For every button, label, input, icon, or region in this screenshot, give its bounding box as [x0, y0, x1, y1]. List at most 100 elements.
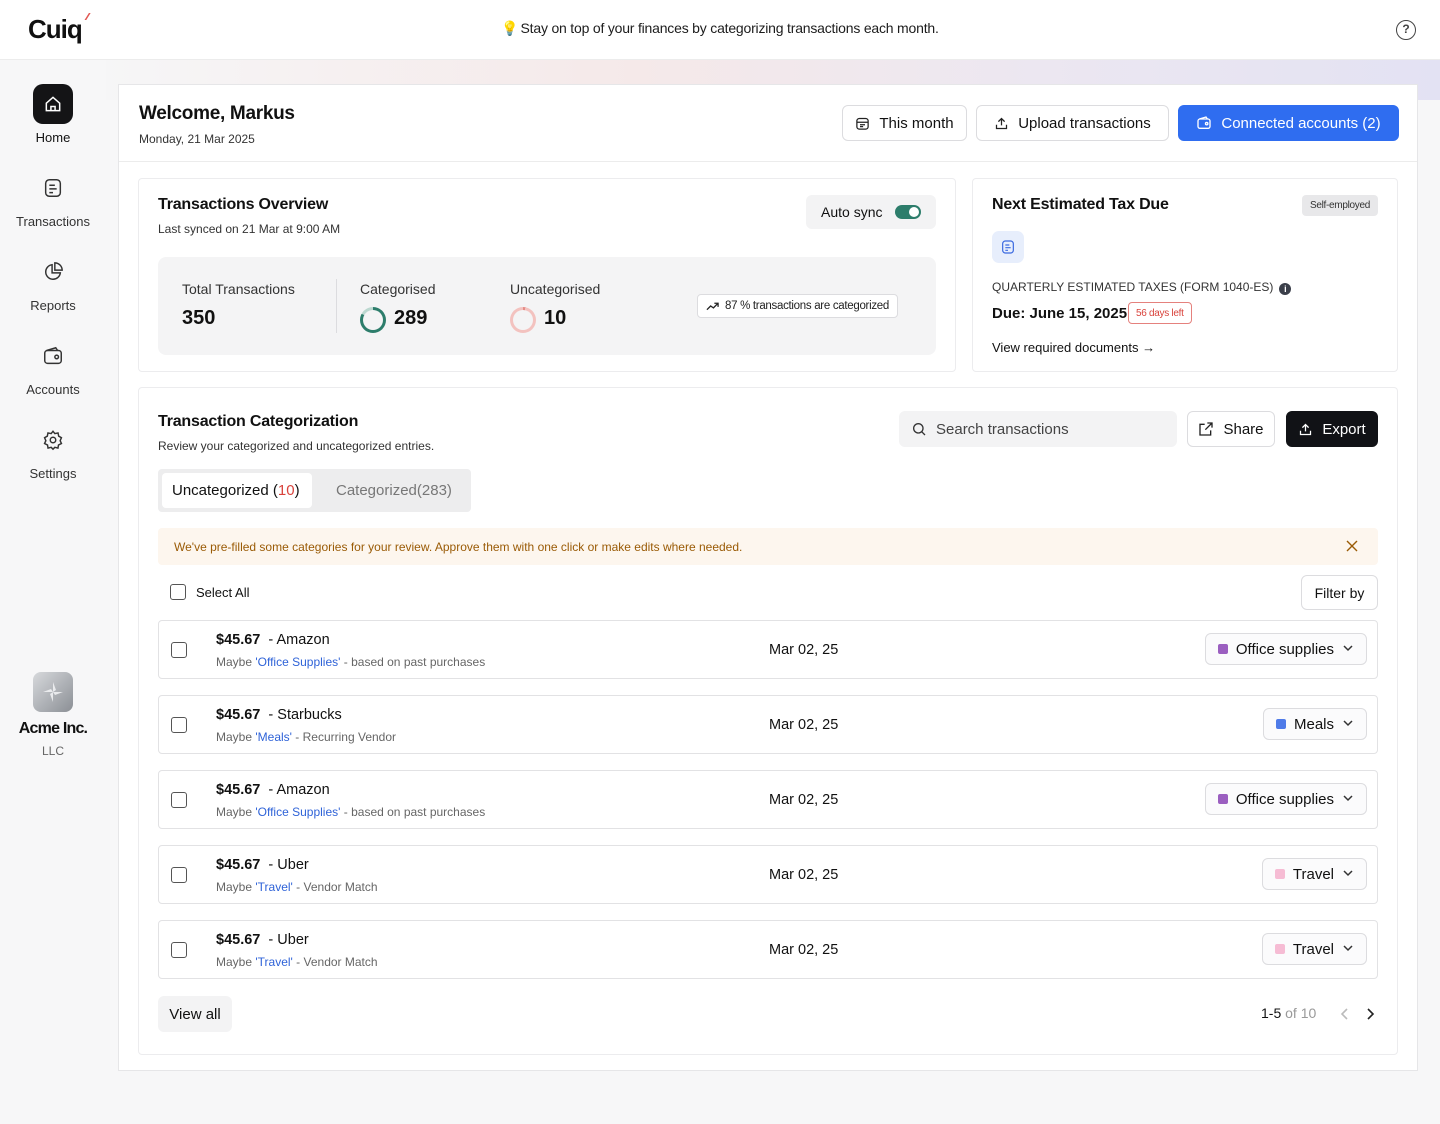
close-icon[interactable]: [1344, 538, 1360, 554]
category-color-swatch: [1217, 794, 1228, 804]
table-row[interactable]: $45.67 - Starbucks Maybe 'Meals' - Recur…: [158, 695, 1378, 754]
search-icon: [913, 423, 926, 436]
transaction-date: Mar 02, 25: [769, 717, 839, 733]
view-all-button[interactable]: View all: [158, 996, 232, 1032]
category-dropdown[interactable]: Travel: [1261, 858, 1367, 890]
chevron-down-icon: [1342, 941, 1354, 958]
categorized-percent-text: 87 % transactions are categorized: [725, 300, 889, 312]
row-checkbox[interactable]: [171, 942, 187, 958]
help-icon[interactable]: ?: [1396, 20, 1416, 40]
category-suggestion: Maybe 'Travel' - Vendor Match: [216, 880, 378, 894]
total-transactions-value: 350: [182, 307, 216, 329]
table-row[interactable]: $45.67 - Amazon Maybe 'Office Supplies' …: [158, 770, 1378, 829]
chevron-down-icon: [1342, 866, 1354, 883]
view-documents-link[interactable]: View required documents →: [992, 340, 1156, 355]
filter-by-button[interactable]: Filter by: [1301, 575, 1378, 610]
this-month-button[interactable]: This month: [842, 105, 967, 141]
categorised-ring-icon: [360, 307, 386, 333]
last-synced-text: Last synced on 21 Mar at 9:00 AM: [158, 222, 341, 236]
info-icon[interactable]: i: [1279, 283, 1292, 295]
tip-banner-text: Stay on top of your finances by categori…: [520, 20, 939, 36]
arrow-right-icon: →: [1142, 340, 1156, 355]
category-color-swatch: [1274, 869, 1285, 879]
page-title: Welcome, Markus: [139, 103, 295, 124]
calendar-icon: [856, 117, 870, 130]
share-button[interactable]: Share: [1187, 411, 1275, 447]
export-button[interactable]: Export: [1286, 411, 1378, 447]
company-type: LLC: [41, 744, 64, 758]
row-checkbox[interactable]: [171, 642, 187, 658]
categorised-value: 289: [394, 307, 428, 329]
uncategorised-value: 10: [544, 307, 567, 329]
tax-due-date: Due: June 15, 2025: [992, 305, 1128, 322]
table-row[interactable]: $45.67 - Uber Maybe 'Travel' - Vendor Ma…: [158, 920, 1378, 979]
upload-icon: [996, 117, 1008, 129]
wallet-icon: [1197, 116, 1212, 129]
share-icon: [1199, 422, 1214, 436]
row-checkbox[interactable]: [171, 792, 187, 808]
sidebar-item-label: Home: [35, 130, 71, 145]
transaction-date: Mar 02, 25: [769, 942, 839, 958]
uncategorised-label: Uncategorised: [510, 281, 601, 297]
search-input[interactable]: Search transactions: [899, 411, 1177, 447]
category-dropdown[interactable]: Meals: [1262, 708, 1367, 740]
category-dropdown[interactable]: Office supplies: [1204, 633, 1367, 665]
chevron-down-icon: [1342, 641, 1354, 658]
chevron-left-icon[interactable]: [1338, 1006, 1352, 1022]
chevron-right-icon[interactable]: [1363, 1006, 1377, 1022]
category-dropdown[interactable]: Travel: [1261, 933, 1367, 965]
tip-banner: 💡 Stay on top of your finances by categor…: [0, 20, 1440, 37]
sidebar-item-reports[interactable]: Reports: [0, 252, 106, 313]
toggle-switch[interactable]: [895, 205, 921, 219]
wallet-icon: [33, 336, 73, 376]
days-left-badge: 56 days left: [1128, 302, 1192, 324]
transaction-amount: $45.67 - Amazon: [216, 632, 330, 648]
transactions-overview-card: Transactions Overview Last synced on 21 …: [138, 178, 956, 372]
connected-accounts-button[interactable]: Connected accounts (2): [1178, 105, 1399, 141]
home-icon: [33, 84, 73, 124]
notice-text: We've pre-filled some categories for you…: [174, 539, 743, 554]
select-all-checkbox[interactable]: [170, 584, 186, 600]
main-panel: Welcome, Markus Monday, 21 Mar 2025 This…: [118, 84, 1418, 1071]
stats-panel: Total Transactions 350 Categorised 289 U…: [158, 257, 936, 355]
sidebar-item-accounts[interactable]: Accounts: [0, 336, 106, 397]
transaction-amount: $45.67 - Uber: [216, 932, 309, 948]
share-label: Share: [1223, 420, 1264, 438]
app-logo[interactable]: Cuiq ⁄⁄: [28, 12, 89, 44]
transaction-amount: $45.67 - Amazon: [216, 782, 330, 798]
sidebar-item-home[interactable]: Home: [0, 84, 106, 145]
company-switcher[interactable]: Acme Inc. LLC: [0, 672, 106, 758]
pie-chart-icon: [33, 252, 73, 292]
tab-categorized[interactable]: Categorized (283): [336, 482, 452, 499]
category-dropdown[interactable]: Office supplies: [1204, 783, 1367, 815]
auto-sync-toggle[interactable]: Auto sync: [806, 195, 936, 229]
upload-icon: [1300, 423, 1312, 435]
category-suggestion: Maybe 'Travel' - Vendor Match: [216, 955, 378, 969]
table-row[interactable]: $45.67 - Uber Maybe 'Travel' - Vendor Ma…: [158, 845, 1378, 904]
category-color-swatch: [1274, 944, 1285, 954]
categorized-percent-badge: 87 % transactions are categorized: [697, 294, 898, 318]
row-checkbox[interactable]: [171, 867, 187, 883]
category-suggestion: Maybe 'Meals' - Recurring Vendor: [216, 730, 397, 744]
category-suggestion: Maybe 'Office Supplies' - based on past …: [216, 655, 486, 669]
tax-due-card: Next Estimated Tax Due Self-employed QUA…: [972, 178, 1398, 372]
row-checkbox[interactable]: [171, 717, 187, 733]
lightbulb-icon: 💡: [501, 20, 519, 36]
upload-transactions-button[interactable]: Upload transactions: [976, 105, 1169, 141]
sidebar-item-settings[interactable]: Settings: [0, 420, 106, 481]
categorization-subtitle: Review your categorized and uncategorize…: [158, 439, 435, 453]
table-row[interactable]: $45.67 - Amazon Maybe 'Office Supplies' …: [158, 620, 1378, 679]
transaction-amount: $45.67 - Uber: [216, 857, 309, 873]
logo-spark-icon: ⁄⁄: [86, 12, 89, 23]
select-all-label: Select All: [196, 584, 250, 600]
tax-title: Next Estimated Tax Due: [992, 196, 1169, 213]
chevron-down-icon: [1342, 791, 1354, 808]
sidebar-item-transactions[interactable]: Transactions: [0, 168, 106, 229]
select-all[interactable]: Select All: [170, 584, 249, 600]
overview-title: Transactions Overview: [158, 196, 329, 213]
transaction-amount: $45.67 - Starbucks: [216, 707, 342, 723]
tab-uncategorized-count: 10: [277, 482, 295, 499]
sidebar-item-label: Transactions: [16, 214, 90, 229]
tab-uncategorized[interactable]: Uncategorized (10): [162, 473, 312, 508]
sidebar: Home Transactions Reports Accounts Setti…: [0, 60, 106, 1124]
